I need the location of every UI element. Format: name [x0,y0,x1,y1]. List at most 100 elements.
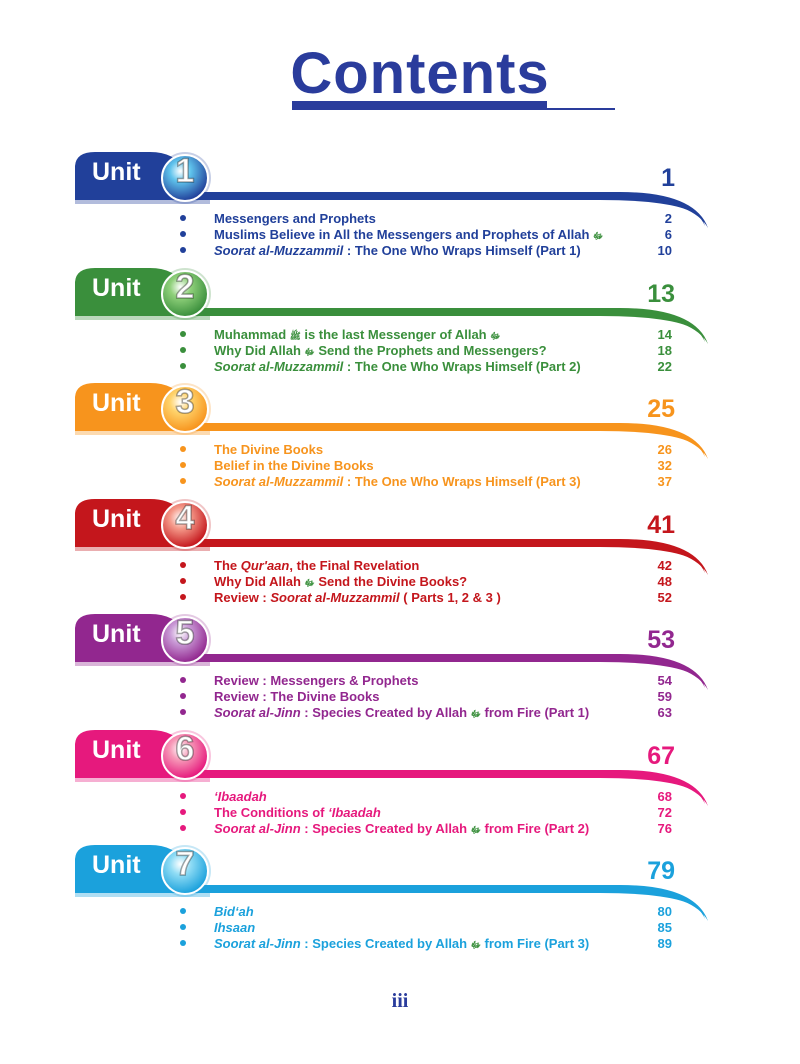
page-number: iii [391,990,409,1012]
tab-shadow [75,893,210,897]
unit-tab [75,729,705,804]
toc-entry[interactable]: Soorat al-Jinn : Species Created by Alla… [180,705,672,721]
bullet-icon [180,792,186,799]
entry-text-segment: Muhammad [214,326,290,342]
entry-page-number: 72 [657,804,672,820]
entry-text-segment: Soorat al-Muzzammil [214,243,344,258]
entry-text-segment: Why Did Allah [214,573,305,589]
entry-text-segment: Bid‘ah [214,904,254,919]
entry-text-segment: ( Parts 1, 2 & 3 ) [399,589,501,605]
unit-page-number: 41 [647,510,675,539]
entry-text-segment: Why Did Allah [214,342,305,358]
entry-text-segment: Send the Divine Books? [314,573,468,589]
toc-entry[interactable]: Soorat al-Muzzammil : The One Who Wraps … [180,243,672,259]
toc-entry[interactable]: Review : Messengers & Prophets 54 [180,673,672,689]
bullet-icon [180,577,186,584]
unit-number: 2 [175,267,195,307]
entry-text-segment: from Fire (Part 1) [480,705,590,720]
entry-text-segment: Belief in the Divine Books [214,458,374,473]
bullet-icon [180,808,186,815]
unit-1[interactable]: Unit 1 1 Messengers and Prophets 2 Musli… [0,148,800,260]
unit-label: Unit [92,735,141,764]
unit-label: Unit [92,504,141,533]
unit-banner [75,152,708,228]
unit-label: Unit [92,273,141,302]
entry-page-number: 63 [657,705,672,720]
entry-text-segment: from Fire (Part 2) [480,820,590,836]
bullet-icon [180,478,186,484]
entry-text-segment: Muslims Believe in All the Messengers an… [214,227,594,242]
entry-text-segment: Qur'aan [240,557,290,573]
toc-entry[interactable]: The Divine Books 26 [180,442,672,458]
bullet-icon [180,561,186,568]
toc-entry[interactable]: Soorat al-Jinn : Species Created by Alla… [180,936,672,952]
entry-page-number: 26 [657,442,672,457]
unit-tab [75,845,705,919]
bullet-icon [180,215,186,221]
bullet-icon [180,940,186,946]
entry-title: Soorat al-Muzzammil : The One Who Wraps … [214,474,581,489]
honorific-glyph: ﷻ [304,577,315,588]
unit-7[interactable]: Unit 7 79 Bid‘ah 80 Ihsaan 85 Soorat al-… [0,841,800,953]
entry-page-number: 89 [657,936,672,951]
toc-entry[interactable]: Belief in the Divine Books 32 [180,458,672,474]
bullet-icon [180,362,186,369]
unit-4[interactable]: Unit 4 41 The Qur'aan, the Final Revelat… [0,495,800,607]
bullet-icon [180,709,186,715]
tab-shadow [75,546,210,551]
toc-entry[interactable]: Why Did Allah ﷻ Send the Divine Books? 4… [180,574,672,590]
unit-banner [75,498,708,575]
unit-3[interactable]: Unit 3 25 The Divine Books 26 Belief in … [0,379,800,491]
toc-entry[interactable]: Muhammad ﷺ is the last Messenger of Alla… [180,327,672,343]
entry-page-number: 80 [657,904,672,919]
tab-shadow [75,777,210,782]
bullet-icon [180,346,186,353]
unit-6[interactable]: Unit 6 67 ‘Ibaadah 68 The Conditions of … [0,726,800,838]
toc-entry[interactable]: Soorat al-Muzzammil : The One Who Wraps … [180,474,672,490]
entry-page-number: 18 [657,342,672,358]
unit-banner [75,845,708,921]
entry-page-number: 10 [657,243,672,258]
unit-banner [75,383,708,459]
toc-entry[interactable]: Bid‘ah 80 [180,904,672,920]
unit-page-number: 1 [661,164,675,192]
entry-text-segment: Review : [214,589,271,605]
entry-title: Muslims Believe in All the Messengers an… [214,227,603,244]
entry-title: Messengers and Prophets [214,211,376,226]
entry-text-segment: Soorat al-Jinn [214,705,301,720]
bullet-icon [180,593,186,600]
unit-label: Unit [92,158,141,186]
entry-text-segment: is the last Messenger of Allah [300,326,491,342]
entry-text-segment: Soorat al-Jinn [214,820,301,836]
unit-number: 6 [175,729,195,769]
entry-title: The Qur'aan, the Final Revelation [214,558,419,573]
toc-entry[interactable]: ‘Ibaadah 68 [180,789,672,805]
entry-title: Why Did Allah ﷻ Send the Prophets and Me… [214,343,547,360]
unit-banner [75,267,708,344]
toc-entry[interactable]: Messengers and Prophets 2 [180,211,672,227]
toc-entry[interactable]: Review : The Divine Books 59 [180,689,672,705]
toc-entry[interactable]: Review : Soorat al-Muzzammil ( Parts 1, … [180,590,672,606]
honorific-glyph: ﷻ [490,330,501,341]
unit-page-number: 53 [647,626,675,654]
entry-page-number: 22 [657,358,672,374]
bullet-icon [180,247,186,253]
entry-text-segment: Review : The Divine Books [214,689,380,704]
toc-entry[interactable]: The Qur'aan, the Final Revelation 42 [180,558,672,574]
entry-text-segment: Soorat al-Muzzammil [214,474,344,489]
entry-page-number: 37 [657,474,672,489]
toc-entry[interactable]: Soorat al-Muzzammil : The One Who Wraps … [180,359,672,375]
toc-entry[interactable]: The Conditions of ‘Ibaadah 72 [180,805,672,821]
entry-page-number: 6 [664,227,672,242]
unit-5[interactable]: Unit 5 53 Review : Messengers & Prophets… [0,610,800,722]
unit-banner [75,614,708,690]
toc-entry[interactable]: Muslims Believe in All the Messengers an… [180,227,672,243]
toc-entry[interactable]: Ihsaan 85 [180,920,672,936]
toc-entry[interactable]: Soorat al-Jinn : Species Created by Alla… [180,821,672,837]
unit-tab [75,614,705,688]
unit-2[interactable]: Unit 2 13 Muhammad ﷺ is the last Messeng… [0,264,800,376]
entry-page-number: 2 [664,211,672,226]
toc-entry[interactable]: Why Did Allah ﷻ Send the Prophets and Me… [180,343,672,359]
entry-page-number: 85 [657,920,672,935]
